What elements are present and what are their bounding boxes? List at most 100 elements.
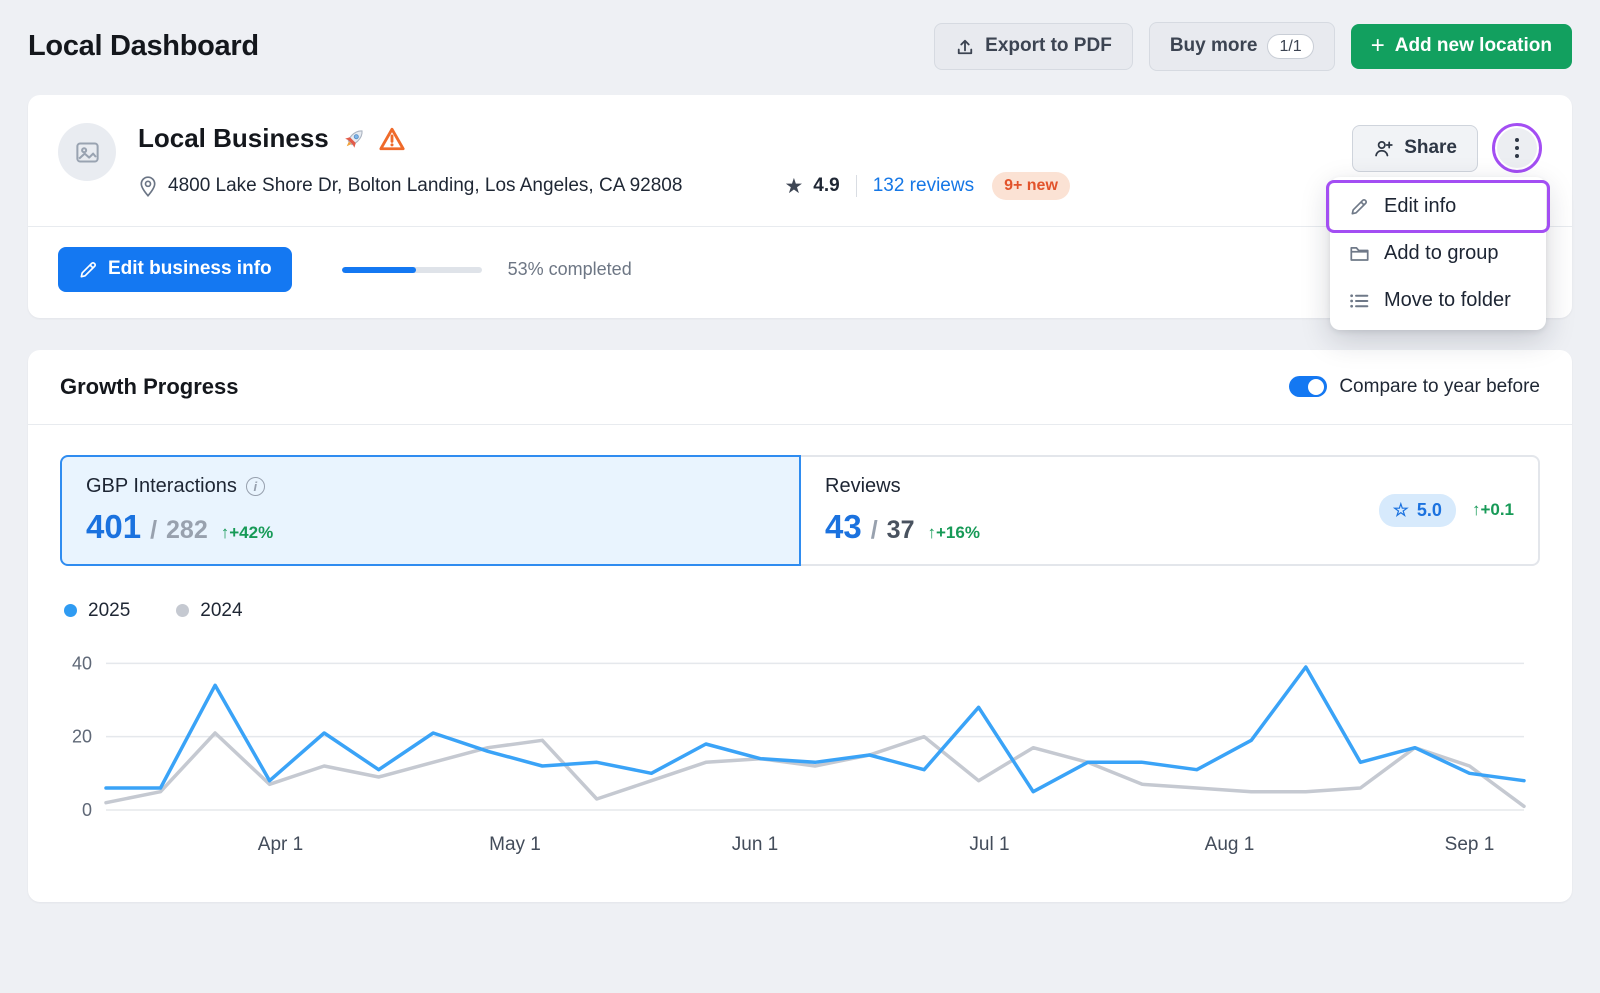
business-card-header: Local Business 4800 Lake Shore Dr, Bolto…: [28, 95, 1572, 226]
business-name: Local Business: [138, 123, 329, 154]
pencil-icon: [80, 261, 97, 278]
reviews-link[interactable]: 132 reviews: [872, 175, 975, 197]
share-label: Share: [1404, 136, 1457, 158]
kebab-dot: [1514, 145, 1520, 151]
menu-item-add-to-group[interactable]: Add to group: [1330, 230, 1546, 277]
upload-icon: [957, 39, 973, 54]
business-options-menu: Edit info Add to group Move to folder: [1326, 177, 1550, 331]
legend-item-2025[interactable]: 2025: [64, 600, 130, 622]
toolbar: Export to PDF Buy more 1/1 + Add new loc…: [934, 22, 1572, 72]
metric-tab-reviews[interactable]: Reviews 43 / 37 ↑+16% ☆ 5.0 ↑+0.1: [801, 454, 1540, 566]
compare-toggle-group: Compare to year before: [1289, 376, 1540, 398]
business-card-footer: Edit business info 53% completed: [28, 227, 1572, 318]
metric-separator: /: [870, 515, 878, 544]
metric-previous-value: 282: [166, 515, 208, 544]
chart-area: 0 20 40 Apr 1 May 1 Jun 1 Jul 1 Aug 1 Sep 1: [28, 622, 1572, 888]
legend-label-2025: 2025: [88, 599, 131, 621]
divider: [28, 226, 1572, 228]
growth-progress-card: Growth Progress Compare to year before G…: [28, 349, 1572, 902]
chart-legend: 2025 2024: [28, 566, 1572, 622]
business-card-controls: Share: [1352, 123, 1542, 174]
rocket-icon: [344, 130, 363, 148]
rating-value: 4.9: [813, 175, 840, 197]
metric-label: Reviews: [825, 474, 901, 497]
growth-chart: 0 20 40 Apr 1 May 1 Jun 1 Jul 1 Aug 1 Sep 1: [72, 653, 1526, 855]
menu-item-label: Add to group: [1384, 242, 1499, 265]
menu-item-label: Move to folder: [1384, 289, 1511, 312]
progress-fill: [341, 266, 416, 273]
edit-business-info-button[interactable]: Edit business info: [58, 247, 292, 292]
divider: [28, 423, 1572, 425]
metric-tab-gbp-interactions[interactable]: GBP Interactions i 401 / 282 ↑+42%: [60, 454, 801, 566]
buy-more-button[interactable]: Buy more 1/1: [1148, 22, 1335, 72]
compare-toggle[interactable]: [1289, 376, 1328, 398]
add-location-button[interactable]: + Add new location: [1350, 24, 1572, 69]
legend-item-2024[interactable]: 2024: [176, 599, 243, 622]
metric-delta: ↑+42%: [220, 522, 274, 542]
svg-text:0: 0: [82, 800, 92, 820]
legend-dot-2024: [176, 604, 190, 618]
folder-icon: [1348, 244, 1370, 263]
buy-more-label: Buy more: [1169, 35, 1258, 57]
pencil-icon: [1348, 197, 1370, 217]
person-plus-icon: [1375, 140, 1393, 157]
local-dashboard-page: Local Dashboard Export to PDF Buy more 1…: [28, 22, 1572, 902]
share-button[interactable]: Share: [1352, 124, 1478, 172]
metric-delta: ↑+16%: [927, 522, 980, 542]
plus-icon: +: [1370, 31, 1385, 59]
progress-label: 53% completed: [507, 259, 632, 280]
new-reviews-badge: 9+ new: [992, 172, 1070, 201]
svg-text:40: 40: [72, 653, 92, 673]
image-icon: [75, 142, 99, 163]
legend-label-2024: 2024: [200, 599, 243, 621]
rating-summary: ☆ 5.0 ↑+0.1: [1378, 493, 1514, 527]
export-pdf-button[interactable]: Export to PDF: [934, 23, 1133, 70]
growth-progress-title: Growth Progress: [60, 373, 239, 399]
svg-text:Jul 1: Jul 1: [969, 834, 1009, 855]
profile-completion-progress: [341, 266, 482, 273]
business-address: 4800 Lake Shore Dr, Bolton Landing, Los …: [168, 175, 683, 197]
kebab-dot: [1514, 153, 1520, 159]
star-icon: ★: [784, 174, 804, 198]
menu-item-edit-info[interactable]: Edit info: [1326, 180, 1550, 234]
kebab-dot: [1514, 137, 1520, 143]
add-location-label: Add new location: [1394, 35, 1552, 57]
growth-card-header: Growth Progress Compare to year before: [28, 350, 1572, 424]
menu-item-move-to-folder[interactable]: Move to folder: [1330, 277, 1546, 324]
metric-previous-value: 37: [886, 515, 915, 544]
more-options-button[interactable]: [1497, 128, 1537, 169]
rating-group: ★ 4.9 132 reviews 9+ new: [784, 172, 1070, 201]
rating-badge: ☆ 5.0: [1378, 493, 1456, 527]
star-outline-icon: ☆: [1392, 500, 1409, 521]
list-icon: [1348, 292, 1370, 310]
svg-text:Sep 1: Sep 1: [1445, 834, 1495, 855]
info-icon[interactable]: i: [245, 476, 265, 496]
location-pin-icon: [140, 176, 156, 197]
rating-badge-value: 5.0: [1416, 499, 1442, 520]
rating-delta: ↑+0.1: [1471, 500, 1514, 520]
metric-tabs: GBP Interactions i 401 / 282 ↑+42% Revie…: [60, 454, 1540, 566]
legend-dot-2025: [64, 604, 77, 618]
svg-text:Apr 1: Apr 1: [258, 834, 303, 855]
metric-current-value: 401: [86, 507, 142, 545]
export-pdf-label: Export to PDF: [985, 35, 1112, 57]
metric-label: GBP Interactions: [86, 474, 237, 497]
svg-text:May 1: May 1: [489, 834, 541, 855]
menu-item-label: Edit info: [1384, 195, 1457, 218]
business-avatar: [58, 123, 116, 182]
business-card: Local Business 4800 Lake Shore Dr, Bolto…: [28, 95, 1572, 331]
warning-icon: [379, 127, 405, 150]
annotation-ring: [1492, 123, 1542, 174]
page-title: Local Dashboard: [28, 30, 259, 63]
svg-text:20: 20: [72, 727, 92, 747]
top-bar: Local Dashboard Export to PDF Buy more 1…: [28, 22, 1572, 72]
metric-separator: /: [150, 515, 158, 544]
toggle-knob: [1308, 378, 1325, 395]
compare-toggle-label: Compare to year before: [1339, 375, 1540, 397]
svg-text:Jun 1: Jun 1: [732, 834, 778, 855]
vertical-divider: [855, 175, 857, 198]
business-info: Local Business 4800 Lake Shore Dr, Bolto…: [138, 123, 1330, 201]
svg-text:Aug 1: Aug 1: [1205, 834, 1255, 855]
metric-current-value: 43: [825, 507, 862, 545]
buy-more-count-badge: 1/1: [1267, 34, 1314, 60]
